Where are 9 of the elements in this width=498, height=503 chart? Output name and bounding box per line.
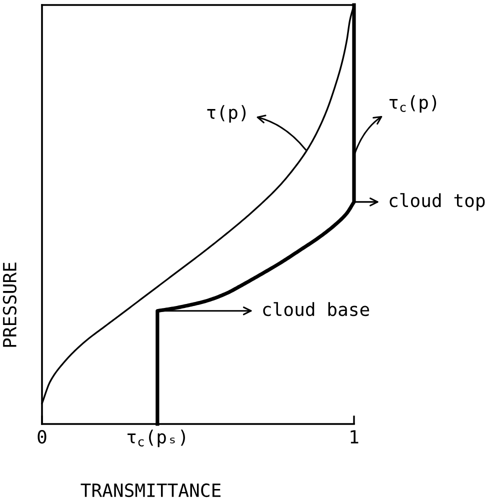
y-axis-title: PRESSURE — [2, 262, 16, 347]
annotation: τ(p) — [207, 105, 246, 123]
annotation: cloud top — [390, 193, 485, 211]
annotation: τ$_{c}$(p) — [390, 95, 436, 113]
x-axis-title: TRANSMITTANCE — [80, 483, 221, 498]
x-tick-label: 0 — [38, 430, 46, 444]
x-tick-label: 1 — [350, 430, 358, 444]
x-tick-label: τ$_{c}$(pₛ) — [128, 430, 185, 448]
annotation: cloud base — [263, 302, 370, 316]
